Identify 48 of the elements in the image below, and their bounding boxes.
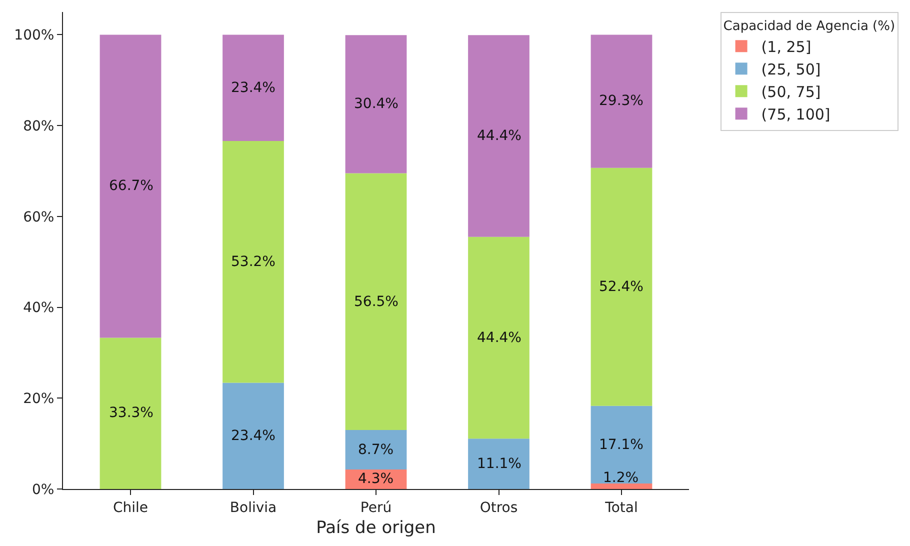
y-tick-label: 40% [23,300,54,316]
bar [222,382,284,489]
bar [590,168,652,406]
legend-title: Capacidad de Agencia (%) [723,18,896,34]
data-label: 1.2% [603,470,639,486]
data-label: 44.4% [477,128,522,144]
data-label: 17.1% [599,437,644,453]
x-axis-title: País de origen [316,518,436,538]
legend-label: (25, 50] [761,60,821,78]
bar [345,173,407,430]
bar [590,484,652,489]
x-tick-label: Chile [112,500,148,516]
data-label: 11.1% [477,456,522,472]
data-label: 44.4% [477,330,522,346]
data-label: 53.2% [231,254,276,270]
y-tick-label: 60% [23,209,54,226]
bar [468,35,530,237]
data-label: 8.7% [358,442,394,458]
data-label: 23.4% [231,80,276,96]
x-tick-label: Perú [360,500,392,516]
bar [222,141,284,383]
data-label: 4.3% [358,471,394,487]
y-tick-label: 100% [14,28,54,44]
data-label: 52.4% [599,279,644,295]
y-tick-label: 80% [23,118,54,134]
data-label: 29.3% [599,93,644,109]
legend-label: (50, 75] [761,83,821,101]
bar [590,406,652,484]
bar [468,236,530,439]
data-label: 66.7% [109,178,154,194]
legend-label: (75, 100] [761,106,830,124]
bar [222,34,284,142]
bar [100,338,162,489]
y-tick-label: 0% [32,482,54,498]
x-tick-label: Total [604,500,638,516]
bar [345,35,407,174]
bar [345,430,407,470]
x-tick-label: Bolivia [230,500,277,516]
data-label: 33.3% [109,405,154,421]
x-tick-label: Otros [480,500,518,516]
bar [468,438,530,489]
legend-label: (1, 25] [761,38,812,56]
bar [590,34,652,168]
data-label: 56.5% [354,294,398,310]
data-label: 23.4% [231,428,276,444]
y-tick-label: 20% [23,391,54,408]
bar [100,34,162,338]
data-label: 30.4% [354,96,398,112]
